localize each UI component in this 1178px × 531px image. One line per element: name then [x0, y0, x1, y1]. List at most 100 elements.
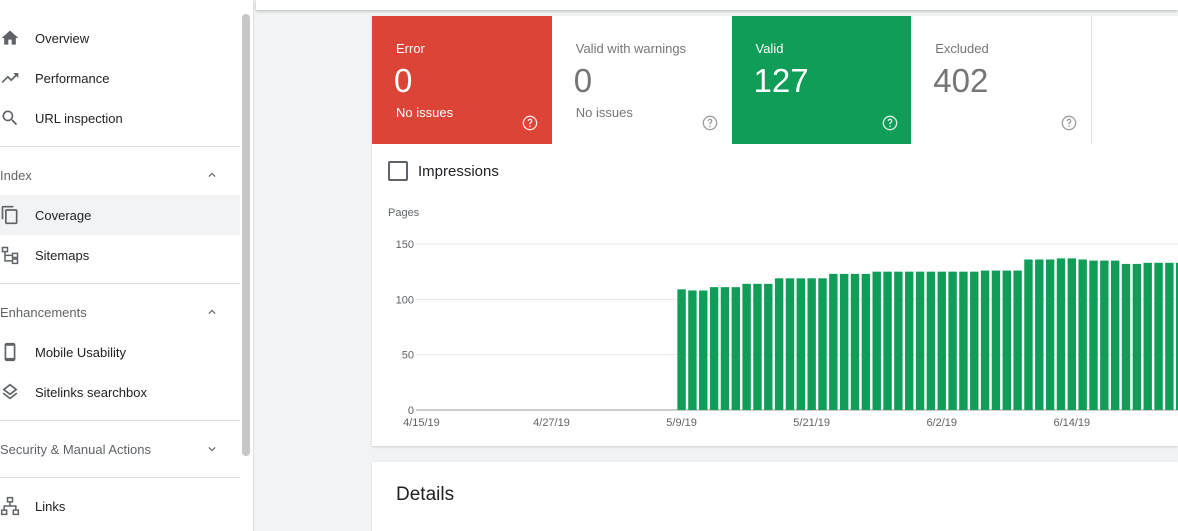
- sidebar-item-label: Sitemaps: [35, 247, 90, 263]
- y-tick-label: 0: [408, 405, 414, 417]
- x-axis-ticks: 4/15/19 4/27/19 5/9/19 5/21/19 6/2/19 6/14/19…: [403, 417, 1090, 426]
- home-icon: [1, 30, 19, 45]
- chart-bar: [894, 271, 903, 410]
- chart-bar: [850, 273, 860, 410]
- section-security-toggle[interactable]: Security & Manual Actions: [0, 429, 240, 469]
- sidebar-item-url-inspection[interactable]: URL inspection: [0, 98, 240, 138]
- tile-subtitle: No issues: [396, 105, 454, 120]
- section-enhancements-toggle[interactable]: Enhancements: [0, 292, 240, 332]
- chart-bar: [1013, 270, 1022, 410]
- tile-title: Valid with warnings: [575, 41, 687, 56]
- sidebar-item-label: Overview: [35, 30, 90, 46]
- help-icon[interactable]: [702, 115, 718, 131]
- chart-bar: [753, 283, 762, 410]
- x-tick-label: 5/21/19: [793, 417, 830, 426]
- phone-icon: [4, 342, 16, 362]
- chart-bar: [1056, 258, 1066, 410]
- links-icon: [0, 496, 20, 516]
- chart-bar: [926, 271, 936, 410]
- help-icon[interactable]: [1061, 115, 1077, 131]
- tile-count: 0: [394, 62, 413, 99]
- sidebar-item-label: Mobile Usability: [35, 344, 127, 360]
- tile-error[interactable]: Error 0 No issues: [372, 16, 552, 144]
- tile-count: 127: [753, 62, 809, 99]
- chart-bar: [948, 271, 957, 410]
- tile-title: Excluded: [935, 41, 989, 56]
- divider: [0, 420, 240, 421]
- chart-bar: [742, 283, 751, 410]
- details-card: Details: [372, 462, 1178, 531]
- chart-bar: [1045, 259, 1055, 410]
- y-tick-label: 150: [396, 239, 414, 251]
- chart-bar: [915, 271, 925, 410]
- chart-bar: [937, 271, 946, 410]
- help-icon[interactable]: [882, 115, 898, 131]
- x-tick-label: 5/9/19: [666, 417, 697, 426]
- chevron-up-icon: [208, 309, 216, 314]
- sidebar-item-overview[interactable]: Overview: [0, 18, 240, 58]
- chart-bar: [688, 290, 697, 410]
- chart-bar: [980, 270, 990, 410]
- chart-bar: [970, 271, 979, 410]
- chart-bar: [1143, 262, 1152, 410]
- sidebar-item-label: Links: [35, 498, 66, 514]
- chart-bar: [1154, 262, 1163, 410]
- tile-count: 402: [933, 62, 989, 99]
- chart-bar: [1067, 258, 1077, 410]
- chart-bar: [959, 271, 968, 410]
- chart-bar: [1100, 260, 1109, 410]
- sidebar-item-label: Performance: [35, 70, 110, 86]
- chart-bar: [764, 283, 773, 410]
- divider: [0, 146, 240, 147]
- chart-bar: [1078, 259, 1087, 410]
- x-tick-label: 6/14/19: [1053, 417, 1090, 426]
- help-icon[interactable]: [522, 115, 538, 131]
- sidebar: Overview Performance URL inspection Inde…: [0, 0, 254, 531]
- chart-bar: [829, 273, 838, 410]
- trending-icon: [1, 73, 19, 83]
- chart-bar: [1165, 262, 1174, 410]
- chart-bar: [731, 287, 740, 410]
- y-tick-label: 100: [396, 294, 414, 306]
- chart-bar: [709, 287, 719, 410]
- top-bar: [256, 0, 1178, 10]
- chart-bar: [872, 271, 881, 410]
- status-tiles: Error 0 No issues Valid with warnings 0 …: [372, 16, 1092, 144]
- chevron-up-icon: [208, 172, 216, 177]
- chart-bar: [905, 271, 914, 410]
- sidebar-item-sitelinks-searchbox[interactable]: Sitelinks searchbox: [0, 372, 240, 412]
- details-title: Details: [396, 484, 455, 505]
- sidebar-item-label: Sitelinks searchbox: [35, 384, 147, 400]
- tile-title: Valid: [755, 41, 784, 56]
- sidebar-item-sitemaps[interactable]: Sitemaps: [0, 235, 240, 275]
- chart-bar: [1121, 263, 1131, 410]
- tile-excluded[interactable]: Excluded 402: [911, 16, 1091, 144]
- impressions-checkbox[interactable]: [388, 161, 408, 181]
- chart-bar: [1176, 262, 1178, 410]
- tile-title: Error: [396, 41, 425, 56]
- sidebar-item-performance[interactable]: Performance: [0, 58, 240, 98]
- tile-valid[interactable]: Valid 127: [731, 16, 912, 144]
- sidebar-item-label: URL inspection: [35, 110, 123, 126]
- chart-bar: [1089, 260, 1098, 410]
- sidebar-item-links[interactable]: Links: [0, 486, 240, 526]
- coverage-chart: Pages 150 100 50 0 4/15/19 4/27/19 5/9/19 5/21…: [388, 207, 1178, 426]
- chart-bar: [774, 278, 784, 410]
- divider: [0, 477, 240, 478]
- coverage-card: Error 0 No issues Valid with warnings 0 …: [372, 16, 1178, 446]
- y-axis-ticks: 150 100 50 0: [396, 239, 414, 417]
- sidebar-item-coverage[interactable]: Coverage: [0, 195, 240, 235]
- section-label: Index: [0, 167, 32, 183]
- chart-bar: [1132, 263, 1142, 410]
- section-index-toggle[interactable]: Index: [0, 155, 240, 195]
- chart-bar: [785, 278, 795, 410]
- tile-valid-with-warnings[interactable]: Valid with warnings 0 No issues: [551, 16, 732, 144]
- chart-bar: [1110, 260, 1120, 410]
- impressions-toggle[interactable]: Impressions: [388, 160, 499, 182]
- chart-bar: [1002, 270, 1011, 410]
- x-tick-label: 4/15/19: [403, 417, 440, 426]
- chart-bar: [796, 278, 806, 410]
- sidebar-scrollbar[interactable]: [242, 14, 250, 456]
- sidebar-item-mobile-usability[interactable]: Mobile Usability: [0, 332, 240, 372]
- chart-bar: [861, 273, 871, 410]
